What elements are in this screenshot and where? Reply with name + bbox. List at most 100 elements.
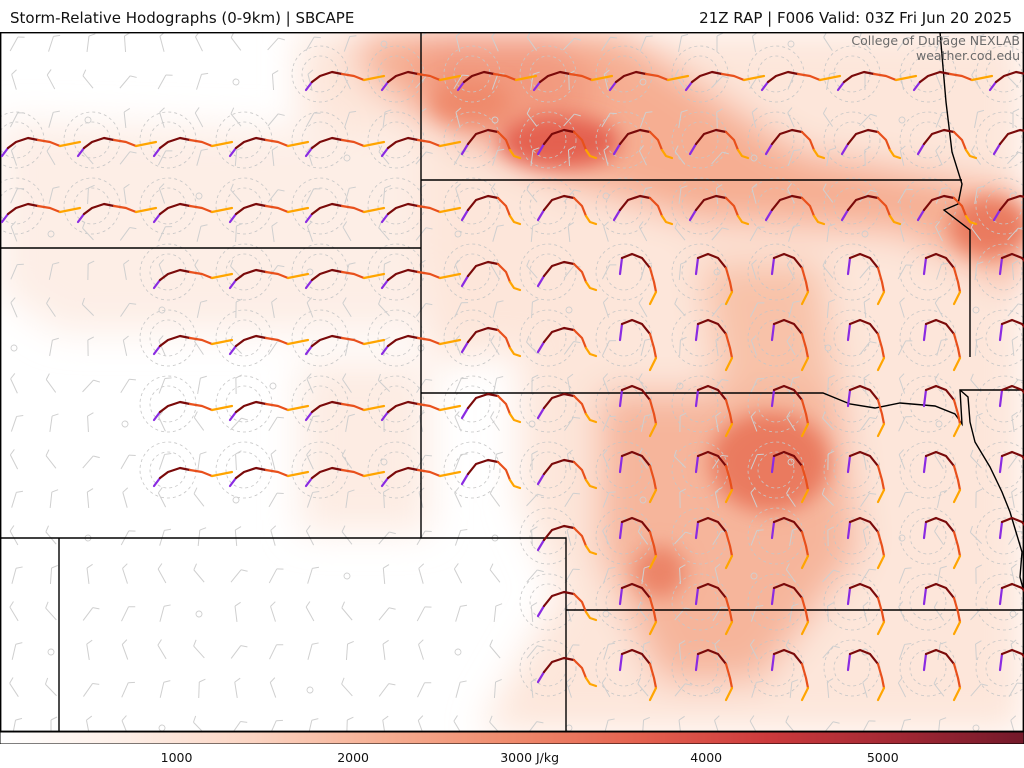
hodograph-glyph <box>694 582 734 636</box>
hodograph-ring <box>529 121 567 159</box>
hodograph-glyph <box>228 334 310 356</box>
wind-barb-glyph <box>1012 32 1020 53</box>
wind-barb-glyph <box>122 563 128 584</box>
wind-barb-glyph <box>971 69 981 89</box>
wind-barb-glyph <box>898 449 906 470</box>
hodograph-glyph <box>460 458 522 490</box>
hodograph-ring <box>833 451 871 489</box>
wind-barb-glyph <box>341 449 353 469</box>
hodograph-ring <box>453 253 491 291</box>
wind-barb-glyph <box>305 112 321 128</box>
hodograph-glyph <box>380 136 462 158</box>
wind-barb-glyph <box>973 109 985 128</box>
wind-barb-glyph <box>343 572 351 580</box>
hodograph-ring <box>443 111 501 169</box>
hodograph-glyph <box>998 384 1024 408</box>
wind-barb-glyph <box>123 259 130 280</box>
wind-barb-glyph <box>603 718 615 732</box>
hodograph-glyph <box>460 392 522 424</box>
wind-barb-glyph <box>751 259 757 280</box>
hodograph-ring <box>975 111 1024 169</box>
hodograph-ring <box>529 451 567 489</box>
hodograph-ring <box>671 177 729 235</box>
wind-barb-glyph <box>342 297 352 318</box>
wind-barb-glyph <box>121 681 135 698</box>
wind-barb-glyph <box>935 420 943 428</box>
hodograph-ring <box>605 583 643 621</box>
model-run-label: 21Z RAP | F006 Valid: 03Z Fri Jun 20 202… <box>699 9 1012 27</box>
wind-barb-glyph <box>343 35 357 52</box>
hodograph-ring <box>909 649 947 687</box>
wind-barb-glyph <box>711 379 729 393</box>
wind-barb-glyph <box>934 297 944 318</box>
wind-barb-glyph <box>935 187 949 204</box>
hodograph-glyph <box>536 392 598 424</box>
wind-barb-glyph <box>455 680 467 698</box>
wind-barb-glyph <box>49 413 59 432</box>
hodograph-glyph <box>380 334 462 356</box>
hodograph-glyph <box>152 268 234 290</box>
wind-barb-glyph <box>679 488 687 509</box>
hodographs-layer <box>0 70 1024 702</box>
wind-barb-glyph <box>1011 336 1019 357</box>
wind-barb-glyph <box>898 601 906 622</box>
hodograph-glyph <box>770 318 810 372</box>
wind-barb-glyph <box>492 224 504 242</box>
wind-barb-glyph <box>382 564 390 585</box>
map-title: Storm-Relative Hodographs (0-9km) | SBCA… <box>10 9 355 27</box>
wind-barb-glyph <box>973 34 985 52</box>
wind-barb-glyph <box>49 564 58 585</box>
wind-barb-glyph <box>10 145 18 166</box>
wind-barb-glyph <box>826 147 836 166</box>
wind-barb-glyph <box>378 221 390 241</box>
wind-barb-glyph <box>232 78 240 86</box>
wind-barb-glyph <box>936 338 948 356</box>
wind-barb-glyph <box>418 639 424 660</box>
wind-barb-glyph <box>195 610 203 618</box>
wind-barb-glyph <box>271 297 278 318</box>
hodograph-ring <box>909 253 947 291</box>
wind-barb-glyph <box>158 377 172 394</box>
hodograph-ring <box>899 177 957 235</box>
wind-barb-glyph <box>230 183 242 203</box>
hodograph-glyph <box>684 70 766 92</box>
wind-barb-glyph <box>86 639 93 660</box>
wind-barb-glyph <box>345 640 354 661</box>
wind-barb-glyph <box>346 716 354 732</box>
wind-barb-glyph <box>602 297 610 318</box>
hodograph-glyph <box>618 252 658 306</box>
wind-barb-glyph <box>86 488 94 509</box>
hodograph-glyph <box>380 268 462 290</box>
hodograph-glyph <box>608 70 690 92</box>
hodograph-glyph <box>992 194 1024 222</box>
wind-barb-glyph <box>676 382 684 390</box>
wind-barb-glyph <box>382 715 389 732</box>
wind-barb-glyph <box>601 36 618 51</box>
wind-barb-glyph <box>306 221 314 242</box>
hodograph-glyph <box>304 202 386 224</box>
hodograph-ring <box>985 187 1023 225</box>
wind-barb-glyph <box>157 150 173 166</box>
hodograph-glyph <box>152 466 234 488</box>
wind-barb-glyph <box>382 639 389 661</box>
wind-barb-glyph <box>937 717 947 732</box>
wind-barb-glyph <box>87 260 95 281</box>
wind-barb-glyph <box>566 601 573 622</box>
hodograph-glyph <box>228 136 310 158</box>
hodograph-glyph <box>998 450 1024 474</box>
wind-barb-glyph <box>417 715 425 732</box>
hodograph-glyph <box>76 202 158 224</box>
wind-barb-glyph <box>898 491 912 508</box>
wind-barb-glyph <box>898 534 906 542</box>
hodograph-ring <box>975 177 1024 235</box>
wind-barb-glyph <box>268 492 284 508</box>
wind-barb-glyph <box>453 74 469 90</box>
hodograph-glyph <box>846 384 886 438</box>
wind-barb-glyph <box>641 641 651 661</box>
wind-barb-glyph <box>787 458 795 466</box>
wind-barb-glyph <box>344 110 357 128</box>
wind-barb-glyph <box>641 716 650 732</box>
wind-barb-glyph <box>565 306 573 314</box>
colorbar <box>0 732 1024 744</box>
